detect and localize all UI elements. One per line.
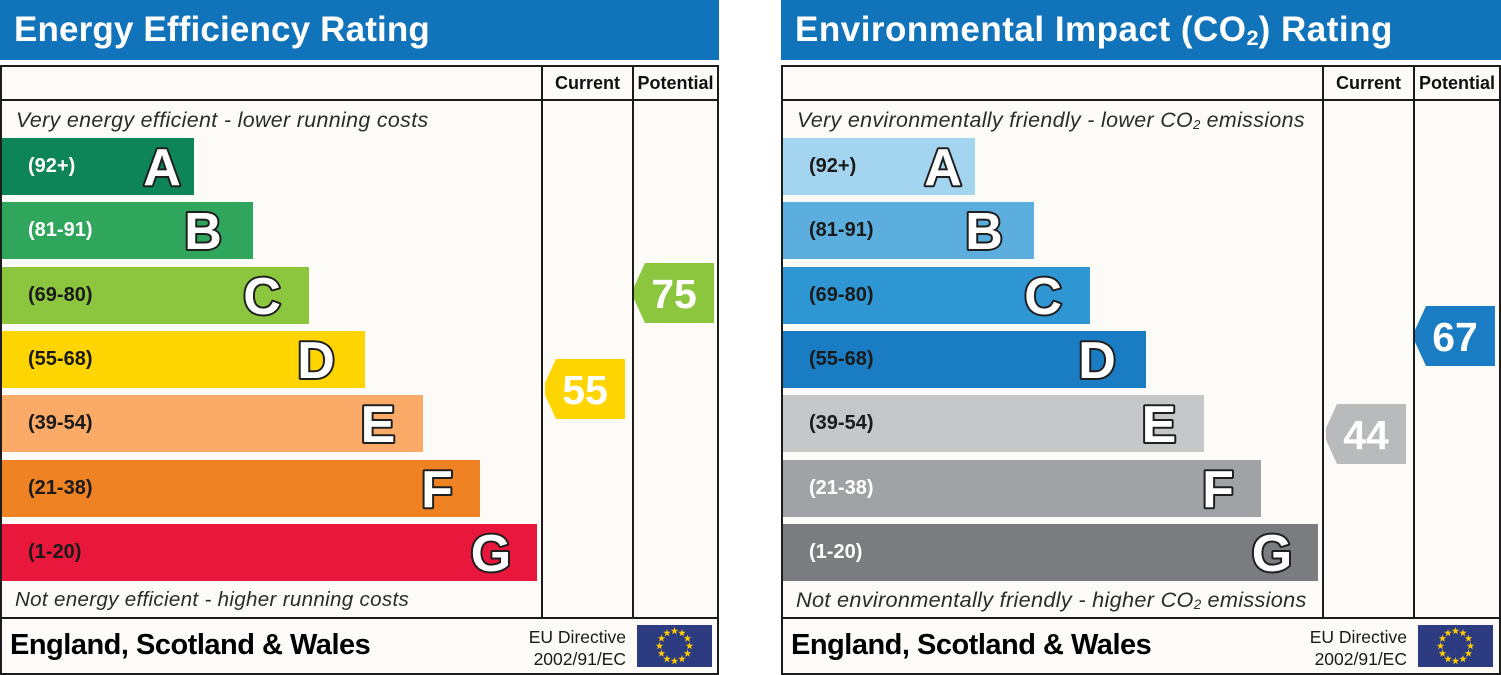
svg-text:75: 75 [651,271,697,317]
svg-text:F: F [1202,461,1234,517]
svg-text:67: 67 [1432,314,1478,360]
svg-text:F: F [421,461,453,517]
svg-text:55: 55 [562,367,608,413]
svg-text:G: G [471,525,511,581]
svg-text:B: B [965,203,1003,259]
svg-text:C: C [243,268,281,324]
svg-text:C: C [1024,268,1062,324]
svg-text:44: 44 [1343,412,1389,458]
svg-text:E: E [1142,396,1177,452]
svg-text:D: D [297,332,335,388]
svg-text:D: D [1078,332,1116,388]
svg-text:B: B [184,203,222,259]
svg-text:E: E [361,396,396,452]
svg-text:A: A [143,139,181,195]
svg-text:G: G [1252,525,1292,581]
svg-text:A: A [924,139,962,195]
